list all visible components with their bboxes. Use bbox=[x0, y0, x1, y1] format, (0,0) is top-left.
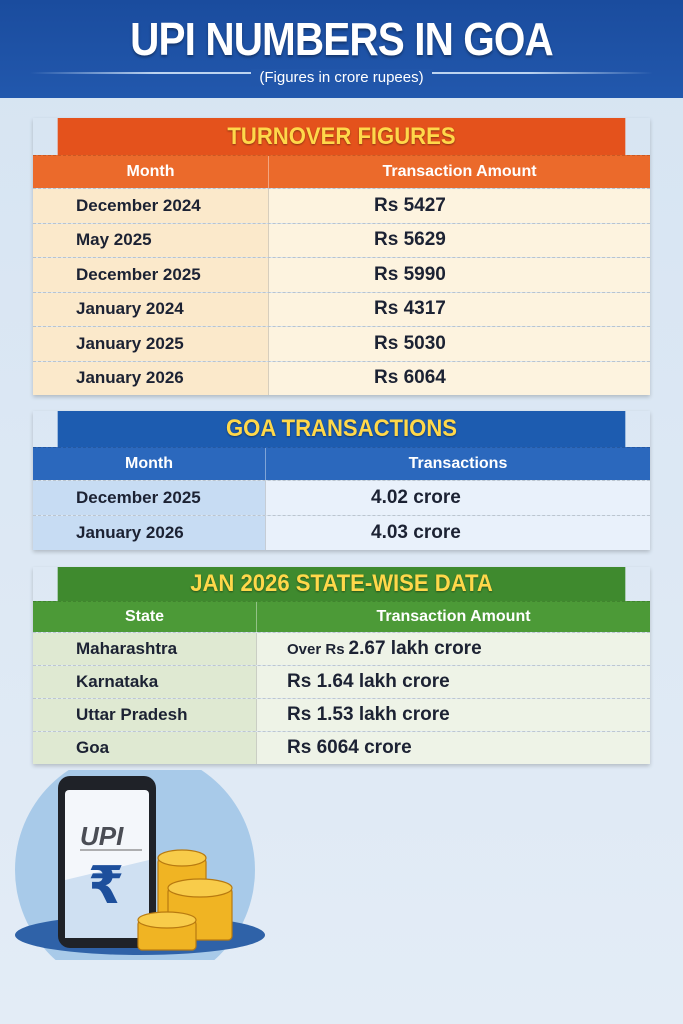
table-header-row: State Transaction Amount bbox=[33, 601, 650, 632]
table-row: January 2026 Rs 6064 bbox=[33, 360, 650, 395]
table-title: JAN 2026 STATE-WISE DATA bbox=[57, 567, 626, 601]
label-cell: Maharashtra bbox=[33, 633, 256, 665]
table-row: Maharashtra Over Rs 2.67 lakh crore bbox=[33, 632, 650, 665]
label-cell: January 2026 bbox=[33, 516, 265, 550]
amount-value: Rs 6064 crore bbox=[287, 737, 412, 758]
amount-cell: Rs 1.64 lakh crore bbox=[256, 666, 650, 698]
column-header: Month bbox=[126, 163, 175, 180]
header-banner: UPI NUMBERS IN GOA (Figures in crore rup… bbox=[0, 0, 683, 98]
table-row: December 2025 4.02 crore bbox=[33, 480, 650, 515]
amount-value: Rs 1.64 lakh crore bbox=[287, 671, 450, 692]
table-header-row: Month Transactions bbox=[33, 447, 650, 480]
table-row: Goa Rs 6064 crore bbox=[33, 731, 650, 764]
column-header: State bbox=[124, 608, 165, 625]
table-row: January 2026 4.03 crore bbox=[33, 515, 650, 550]
table-row: December 2025 Rs 5990 bbox=[33, 257, 650, 292]
table-row: January 2025 Rs 5030 bbox=[33, 326, 650, 361]
label-cell: January 2026 bbox=[33, 361, 268, 395]
coin-stacks-icon bbox=[137, 849, 233, 951]
column-header: Transactions bbox=[265, 448, 650, 480]
state-wise-table: JAN 2026 STATE-WISE DATA State Transaction… bbox=[33, 567, 650, 764]
table-header-row: Month Transaction Amount bbox=[33, 155, 650, 188]
table-row: Uttar Pradesh Rs 1.53 lakh crore bbox=[33, 698, 650, 731]
table-title: GOA TRANSACTIONS bbox=[57, 411, 626, 447]
turnover-table: TURNOVER FIGURES Month Transaction Amount D… bbox=[33, 118, 650, 395]
goa-transactions-table: GOA TRANSACTIONS Month Transactions Decembe… bbox=[33, 411, 650, 550]
column-header: Month bbox=[125, 455, 173, 472]
amount-prefix: Over Rs bbox=[287, 640, 345, 658]
value-cell: Rs 5990 bbox=[268, 258, 650, 292]
table-row: January 2024 Rs 4317 bbox=[33, 291, 650, 326]
amount-value: Rs 1.53 lakh crore bbox=[287, 704, 450, 725]
label-cell: Uttar Pradesh bbox=[33, 699, 256, 731]
column-header: Transaction Amount bbox=[268, 156, 650, 188]
label-cell: December 2025 bbox=[33, 481, 265, 515]
table-row: May 2025 Rs 5629 bbox=[33, 222, 650, 257]
upi-logo: UPI bbox=[80, 821, 124, 851]
amount-value: 2.67 lakh crore bbox=[348, 638, 482, 659]
column-header: Transaction Amount bbox=[256, 602, 650, 632]
page-title: UPI NUMBERS IN GOA bbox=[130, 13, 554, 65]
label-cell: December 2025 bbox=[33, 258, 268, 292]
table-title: TURNOVER FIGURES bbox=[57, 118, 626, 155]
amount-cell: Over Rs 2.67 lakh crore bbox=[256, 633, 650, 665]
label-cell: January 2025 bbox=[33, 327, 268, 361]
value-cell: Rs 4317 bbox=[268, 292, 650, 326]
upi-phone-coins-illustration: UPI ₹ bbox=[15, 770, 265, 960]
subtitle: (Figures in crore rupees) bbox=[251, 69, 432, 86]
value-cell: Rs 5629 bbox=[268, 223, 650, 257]
label-cell: May 2025 bbox=[33, 223, 268, 257]
value-cell: Rs 5030 bbox=[268, 327, 650, 361]
label-cell: December 2024 bbox=[33, 189, 268, 223]
value-cell: 4.03 crore bbox=[265, 516, 650, 550]
table-row: December 2024 Rs 5427 bbox=[33, 188, 650, 223]
table-row: Karnataka Rs 1.64 lakh crore bbox=[33, 665, 650, 698]
value-cell: Rs 5427 bbox=[268, 189, 650, 223]
value-cell: 4.02 crore bbox=[265, 481, 650, 515]
rupee-icon: ₹ bbox=[88, 856, 124, 916]
amount-cell: Rs 1.53 lakh crore bbox=[256, 699, 650, 731]
value-cell: Rs 6064 bbox=[268, 361, 650, 395]
amount-cell: Rs 6064 crore bbox=[256, 732, 650, 764]
label-cell: Goa bbox=[33, 732, 256, 764]
label-cell: January 2024 bbox=[33, 292, 268, 326]
label-cell: Karnataka bbox=[33, 666, 256, 698]
